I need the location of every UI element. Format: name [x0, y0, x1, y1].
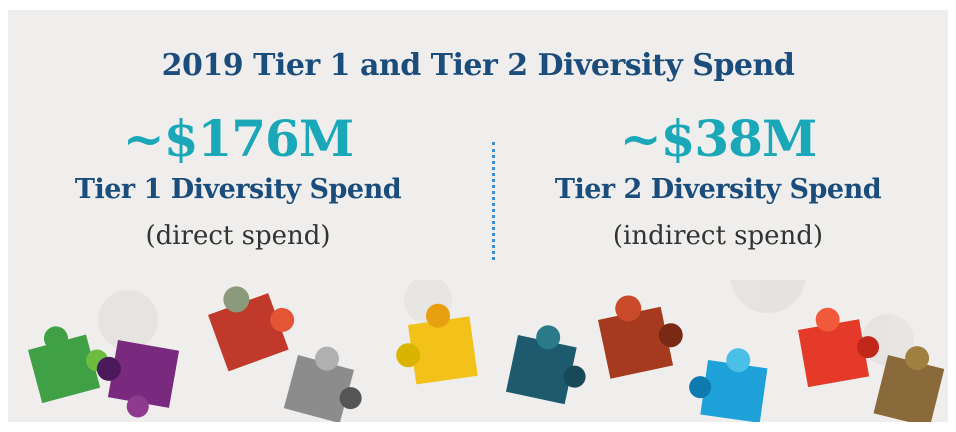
puzzle-art: [8, 280, 948, 422]
note: (direct spend): [28, 210, 448, 262]
infographic: 2019 Tier 1 and Tier 2 Diversity Spend ~…: [8, 10, 948, 422]
page: 2019 Tier 1 and Tier 2 Diversity Spend ~…: [0, 0, 956, 432]
title: 2019 Tier 1 and Tier 2 Diversity Spend: [8, 48, 948, 83]
tier2-panel: ~$38M Tier 2 Diversity Spend (indirect s…: [508, 108, 928, 262]
note: (indirect spend): [508, 210, 928, 262]
label: Tier 2 Diversity Spend: [508, 170, 928, 210]
puzzle-pieces: [24, 280, 948, 422]
divider: [492, 142, 495, 260]
amount: ~$176M: [28, 108, 448, 170]
label: Tier 1 Diversity Spend: [28, 170, 448, 210]
tier1-panel: ~$176M Tier 1 Diversity Spend (direct sp…: [28, 108, 448, 262]
amount: ~$38M: [508, 108, 928, 170]
